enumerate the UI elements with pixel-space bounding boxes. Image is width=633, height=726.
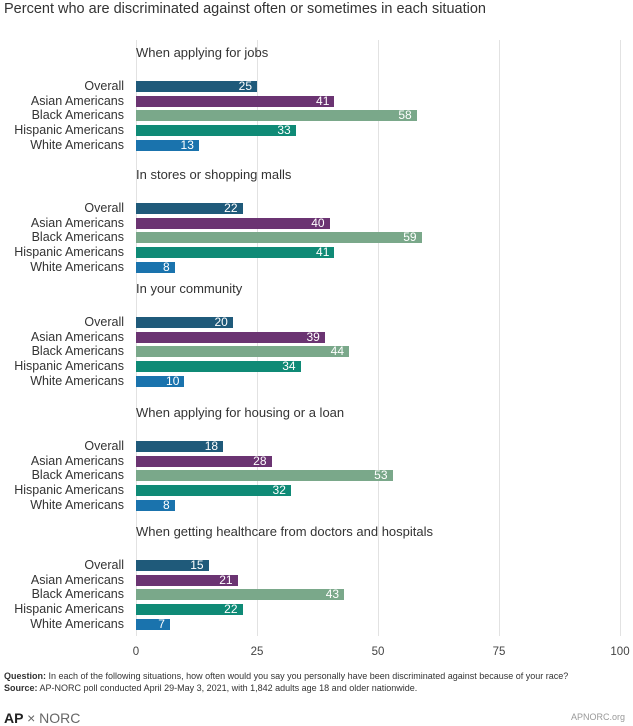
group-title: When applying for jobs (136, 45, 269, 60)
bar-value-label: 8 (163, 498, 170, 512)
bar (136, 203, 243, 214)
bar-value-label: 22 (224, 602, 238, 616)
row-label: Black Americans (31, 587, 124, 601)
bar (136, 218, 330, 229)
question-text: In each of the following situations, how… (46, 671, 569, 681)
row-label: Overall (84, 315, 124, 329)
group-title: When applying for housing or a loan (136, 405, 345, 420)
bar (136, 232, 422, 243)
row-label: Asian Americans (30, 573, 124, 587)
group-title: In stores or shopping malls (136, 167, 292, 182)
bar-value-label: 13 (180, 138, 194, 152)
bar-value-label: 18 (204, 439, 219, 453)
bar-value-label: 7 (158, 617, 165, 631)
bar (136, 604, 243, 615)
row-label: White Americans (30, 617, 124, 631)
website-link[interactable]: APNORC.org (570, 712, 625, 722)
bar (136, 81, 257, 92)
bar (136, 376, 185, 387)
bar-value-label: 32 (272, 483, 286, 497)
bar (136, 619, 170, 630)
bar (136, 575, 238, 586)
row-label: Overall (84, 439, 124, 453)
x-tick-label: 50 (371, 646, 385, 658)
bar (136, 361, 301, 372)
bar (136, 589, 345, 600)
bar (136, 262, 175, 273)
bar-value-label: 15 (190, 558, 204, 572)
question-footnote: Question: In each of the following situa… (4, 671, 568, 681)
bar-value-label: 59 (403, 230, 417, 244)
group-title: In your community (136, 281, 243, 296)
row-label: White Americans (30, 138, 124, 152)
question-label: Question: (4, 671, 46, 681)
gridline-100 (620, 40, 621, 636)
row-label: Black Americans (31, 468, 124, 482)
bar (136, 456, 272, 467)
x-tick-label: 75 (492, 646, 506, 658)
row-label: Hispanic Americans (14, 602, 124, 616)
row-label: Asian Americans (30, 330, 124, 344)
row-label: Overall (84, 79, 124, 93)
x-tick-label: 25 (250, 646, 264, 658)
ap-logo-text: AP (4, 710, 24, 726)
row-label: Hispanic Americans (14, 245, 124, 259)
bar-value-label: 20 (214, 315, 228, 329)
row-label: Overall (84, 558, 124, 572)
bar (136, 332, 325, 343)
bar-value-label: 33 (277, 123, 291, 137)
row-label: Black Americans (31, 108, 124, 122)
gridline-50 (378, 40, 379, 636)
gridline-75 (499, 40, 500, 636)
norc-logo-text: × NORC (27, 710, 81, 726)
row-label: Black Americans (31, 344, 124, 358)
x-tick-label: 0 (132, 646, 140, 658)
bar (136, 247, 335, 258)
bar-value-label: 40 (311, 216, 325, 230)
row-label: Asian Americans (30, 216, 124, 230)
bar (136, 125, 296, 136)
bar-value-label: 41 (316, 94, 330, 108)
row-label: Asian Americans (30, 454, 124, 468)
bar-value-label: 43 (325, 587, 340, 601)
bar-value-label: 28 (253, 454, 267, 468)
row-label: White Americans (30, 498, 124, 512)
bar (136, 140, 199, 151)
row-label: Hispanic Americans (14, 123, 124, 137)
bar-value-label: 10 (166, 374, 180, 388)
ap-norc-logo: AP × NORC (4, 710, 80, 726)
bar (136, 500, 175, 511)
bar-value-label: 53 (374, 468, 388, 482)
bar (136, 470, 393, 481)
source-footnote: Source: AP-NORC poll conducted April 29-… (4, 683, 417, 693)
row-label: Black Americans (31, 230, 124, 244)
bar-value-label: 8 (163, 260, 170, 274)
bar-value-label: 41 (316, 245, 330, 259)
group-title: When getting healthcare from doctors and… (136, 524, 434, 539)
bar-value-label: 58 (398, 108, 412, 122)
bar-value-label: 22 (224, 201, 238, 215)
bar (136, 485, 291, 496)
bar (136, 317, 233, 328)
bar-value-label: 34 (282, 359, 296, 373)
bar-value-label: 39 (306, 330, 320, 344)
source-label: Source: (4, 683, 38, 693)
row-label: Overall (84, 201, 124, 215)
chart-title: Percent who are discriminated against of… (4, 1, 486, 17)
bar (136, 346, 349, 357)
bar-value-label: 21 (219, 573, 233, 587)
bar (136, 441, 224, 452)
bar (136, 110, 417, 121)
bar (136, 560, 209, 571)
bar-value-label: 25 (238, 79, 252, 93)
row-label: White Americans (30, 260, 124, 274)
row-label: Hispanic Americans (14, 359, 124, 373)
bar-value-label: 44 (330, 344, 344, 358)
bar (136, 96, 335, 107)
row-label: White Americans (30, 374, 124, 388)
row-label: Asian Americans (30, 94, 124, 108)
x-tick-label: 100 (610, 646, 630, 658)
source-text: AP-NORC poll conducted April 29-May 3, 2… (37, 683, 418, 693)
row-label: Hispanic Americans (14, 483, 124, 497)
